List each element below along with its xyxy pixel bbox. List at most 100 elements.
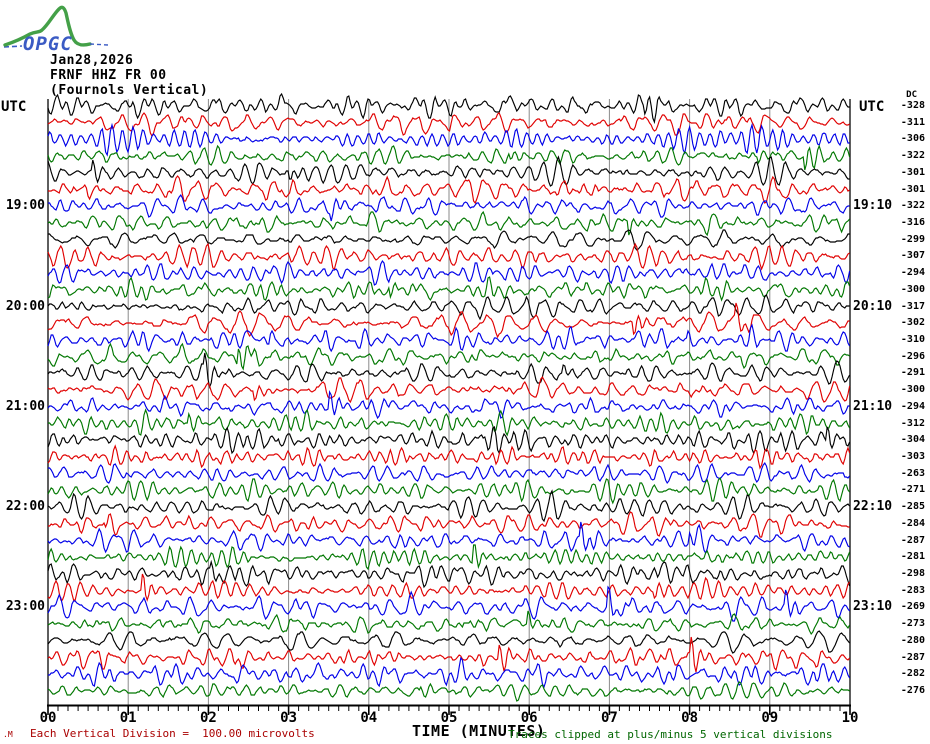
- seismogram-trace: [47, 681, 850, 702]
- seismogram-trace: [47, 112, 850, 138]
- dc-value: -304: [900, 434, 925, 446]
- dc-value: -282: [900, 668, 925, 680]
- dc-value: -280: [900, 634, 925, 646]
- dc-value: -306: [900, 133, 925, 145]
- seismogram-trace: [47, 610, 851, 636]
- corner-mark: .M: [3, 730, 13, 739]
- dc-value: -317: [900, 300, 925, 312]
- seismogram-trace: [47, 585, 851, 622]
- dc-value: -287: [900, 651, 925, 663]
- footer-clipping-note: Traces clipped at plus/minus 5 vertical …: [508, 728, 833, 741]
- seismogram-trace: [47, 573, 851, 602]
- x-tick-label: 08: [681, 710, 699, 726]
- seismogram-trace: [47, 276, 851, 302]
- dc-value: -284: [900, 517, 925, 529]
- seismogram-trace: [47, 259, 851, 286]
- dc-value: -322: [900, 200, 925, 212]
- opgc-logo: OPGC: [3, 5, 109, 55]
- dc-value: -285: [900, 501, 925, 513]
- seismogram-trace: [47, 390, 850, 420]
- header-station-code: FRNF HHZ FR 00: [50, 68, 167, 83]
- hour-label-right: 22:10: [853, 499, 893, 515]
- x-tick-label: 03: [280, 710, 298, 726]
- hour-label-left: 22:00: [5, 499, 45, 515]
- seismogram-trace: [47, 144, 851, 171]
- hour-label-left: 20:00: [5, 298, 45, 314]
- seismogram-trace: [47, 521, 850, 555]
- dc-value: -302: [900, 317, 925, 329]
- utc-label-left: UTC: [1, 99, 27, 115]
- dc-value: -294: [900, 400, 925, 412]
- dc-value: -298: [900, 567, 925, 579]
- x-tick-label: 06: [520, 710, 538, 726]
- seismogram-trace: [47, 476, 851, 505]
- seismogram-trace: [47, 155, 850, 187]
- dc-value: -269: [900, 601, 925, 613]
- seismogram-trace: [47, 323, 851, 353]
- dc-value: -307: [900, 250, 925, 262]
- hour-label-right: 21:10: [853, 398, 893, 414]
- hour-label-left: 21:00: [5, 398, 45, 414]
- seismogram-trace: [47, 294, 850, 321]
- seismogram-trace: [47, 489, 851, 523]
- seismogram-trace: [47, 92, 850, 125]
- dc-value: -291: [900, 367, 925, 379]
- seismogram-trace: [48, 408, 851, 437]
- hour-label-left: 23:00: [5, 599, 45, 615]
- footer-vertical-division-note: Each Vertical Division = 100.00 microvol…: [30, 727, 315, 740]
- seismogram-trace: [48, 511, 850, 538]
- dc-value: -294: [900, 267, 925, 279]
- header-station-name: (Fournols Vertical): [50, 83, 209, 98]
- dc-value: -310: [900, 333, 925, 345]
- seismogram-trace: [47, 636, 851, 674]
- dc-column-header: DC: [906, 90, 917, 100]
- hour-label-left: 19:00: [5, 198, 45, 214]
- dc-value: -301: [900, 183, 925, 195]
- x-tick-label: 00: [39, 710, 57, 726]
- header-date: Jan28,2026: [50, 53, 134, 68]
- dc-value: -303: [900, 450, 925, 462]
- seismogram-trace: [47, 544, 851, 571]
- dc-value: -263: [900, 467, 925, 479]
- seismogram-trace: [47, 352, 851, 390]
- seismogram-trace: [47, 375, 851, 404]
- seismogram-trace: [47, 210, 851, 237]
- x-tick-label: 05: [440, 710, 458, 726]
- dc-value: -311: [900, 116, 925, 128]
- dc-value: -281: [900, 551, 925, 563]
- dc-value: -296: [900, 350, 925, 362]
- dc-value: -316: [900, 216, 925, 228]
- x-tick-label: 01: [119, 710, 137, 726]
- dc-value: -300: [900, 283, 925, 295]
- seismogram-trace: [47, 630, 851, 654]
- dc-value: -322: [900, 150, 925, 162]
- logo-dash-left-icon: [3, 45, 23, 48]
- seismogram-trace: [47, 342, 850, 371]
- dc-value: -271: [900, 484, 925, 496]
- dc-value: -328: [900, 100, 925, 111]
- seismogram-trace: [48, 229, 850, 251]
- x-tick-label: 07: [600, 710, 618, 726]
- seismogram-trace: [47, 444, 851, 470]
- utc-label-right: UTC: [859, 99, 885, 115]
- dc-value: -299: [900, 233, 925, 245]
- hour-label-right: 23:10: [853, 599, 893, 615]
- seismogram-trace: [48, 656, 851, 689]
- x-axis-title: TIME (MINUTES): [412, 722, 546, 740]
- logo-dash-right-icon: [89, 43, 109, 46]
- dc-value: -276: [900, 684, 925, 696]
- seismogram-trace: [47, 426, 851, 455]
- dc-value: -287: [900, 534, 925, 546]
- dc-value: -301: [900, 166, 925, 178]
- seismogram-trace: [48, 461, 851, 485]
- dc-value: -283: [900, 584, 925, 596]
- dc-value: -273: [900, 618, 925, 630]
- x-tick-label: 09: [761, 710, 779, 726]
- seismogram-trace: [47, 302, 850, 339]
- seismogram-trace: [47, 122, 850, 157]
- hour-label-right: 19:10: [853, 198, 893, 214]
- x-tick-label: 02: [199, 710, 217, 726]
